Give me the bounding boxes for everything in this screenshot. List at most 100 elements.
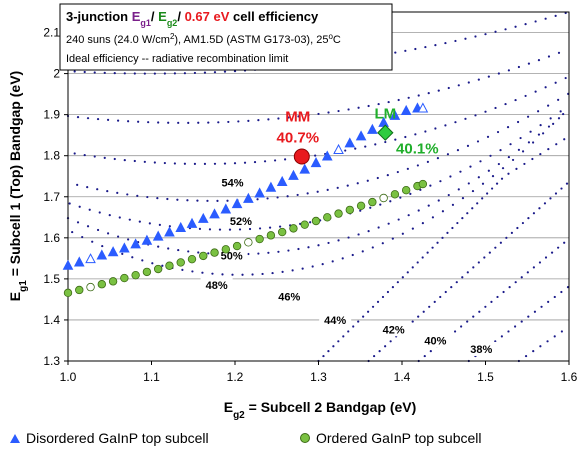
contour-dot: [451, 226, 454, 230]
contour-dot: [540, 305, 543, 308]
triangle-marker: [107, 246, 119, 257]
contour-dot: [106, 232, 110, 235]
contour-dot: [484, 33, 487, 36]
contour-dot: [86, 225, 90, 228]
contour-dot: [257, 119, 260, 122]
contour-dot: [436, 241, 439, 244]
contour-dot: [429, 184, 432, 187]
contour-dot: [509, 143, 512, 146]
contour-dot: [437, 199, 440, 202]
contour-dot: [427, 92, 430, 95]
contour-dot: [446, 231, 449, 234]
x-tick-label: 1.2: [227, 370, 244, 384]
contour-dot: [163, 72, 166, 75]
contour-dot: [267, 118, 270, 121]
contour-dot: [389, 340, 392, 343]
contour-dot: [553, 295, 556, 299]
lm-label: LM: [374, 106, 396, 123]
contour-dot: [406, 271, 409, 274]
y-tick-label: 1.3: [43, 354, 60, 368]
contour-dot: [397, 98, 400, 102]
contour-dot: [136, 194, 139, 197]
chart-svg: 1.3 1.4 1.5 1.6 1.7 1.8 1.9 2 2.1 1.0 1.1 1.2 1.3 1.4…: [7, 3, 578, 421]
contour-dot: [529, 130, 532, 133]
contour-dot: [409, 192, 412, 195]
contour-dot: [471, 189, 475, 193]
contour-dot: [560, 187, 563, 190]
contour-dot: [376, 176, 379, 180]
contour-dot: [454, 39, 457, 43]
contour-dot: [314, 154, 317, 157]
contour-dot: [83, 70, 86, 74]
circle-marker: [97, 280, 107, 289]
triangle-marker: [231, 198, 243, 209]
triangle-marker: [175, 221, 187, 232]
contour-dot: [476, 140, 480, 143]
contour-dot: [508, 285, 511, 289]
contour-dot: [141, 259, 144, 262]
contour-dot: [197, 251, 200, 254]
contour-dot: [467, 81, 470, 84]
chart-subtitle-2: Ideal efficiency -- radiative recombinat…: [66, 53, 288, 65]
contour-dot: [469, 165, 472, 168]
triangle-marker: [186, 217, 198, 228]
contour-dot: [157, 245, 160, 248]
contour-dot: [231, 273, 234, 276]
contour-dot: [547, 148, 550, 151]
contour-label-bg: [216, 175, 249, 190]
contour-dot: [539, 124, 542, 127]
contour-dot: [173, 72, 176, 75]
lm-marker: [377, 124, 394, 141]
contour-dot: [481, 182, 485, 185]
contour-dot: [401, 232, 404, 235]
contour-dot: [484, 110, 487, 113]
contour-dot: [439, 295, 442, 299]
contour-dot: [417, 209, 420, 212]
contour-dot: [538, 261, 542, 264]
triangle-marker: [85, 253, 96, 264]
contour-dot: [491, 175, 495, 178]
contour-dot: [490, 187, 494, 190]
contour-dot: [439, 180, 442, 183]
contour-dot: [466, 320, 469, 323]
contour-dot: [181, 268, 184, 271]
triangle-marker: [400, 104, 412, 115]
contour-label-bg: [319, 312, 352, 327]
contour-dot: [426, 160, 429, 163]
contour-dot: [286, 195, 289, 198]
contour-dot: [193, 71, 197, 75]
contour-dot: [352, 325, 355, 328]
contour-label: 48%: [206, 280, 228, 292]
contour-dot: [424, 130, 427, 133]
circle-marker: [86, 282, 95, 292]
contour-dot: [526, 115, 530, 118]
contour-label-bg: [273, 289, 306, 304]
contour-dot: [537, 133, 541, 136]
contour-dot: [459, 170, 462, 173]
contour-dot: [223, 70, 227, 73]
triangle-marker: [344, 137, 356, 148]
contour-dot: [464, 37, 467, 40]
contour-dot: [461, 276, 464, 279]
contour-dot: [527, 141, 531, 144]
legend-item-ordered: Ordered GaInP top subcell: [300, 430, 482, 446]
contour-dot: [73, 70, 76, 73]
contour-dot: [544, 256, 548, 259]
circle-marker: [108, 277, 118, 286]
y-axis-label: Eg1 = Subcell 1 (Top) Bandgap (eV): [7, 71, 29, 301]
contour-dot: [153, 72, 156, 75]
contour-dot: [117, 119, 120, 122]
contour-dot: [208, 228, 212, 231]
contour-dot: [531, 141, 535, 144]
contour-dot: [113, 72, 116, 75]
contour-dot: [427, 204, 430, 207]
contour-dot: [523, 162, 526, 166]
contour-dot: [379, 203, 382, 206]
contour-dot: [542, 132, 545, 135]
contour-dot: [401, 276, 404, 279]
contour-dot: [127, 120, 130, 123]
contour-dot: [278, 225, 282, 228]
contour-dot: [511, 158, 515, 162]
triangle-marker: [130, 238, 141, 249]
contour-dot: [394, 51, 397, 54]
